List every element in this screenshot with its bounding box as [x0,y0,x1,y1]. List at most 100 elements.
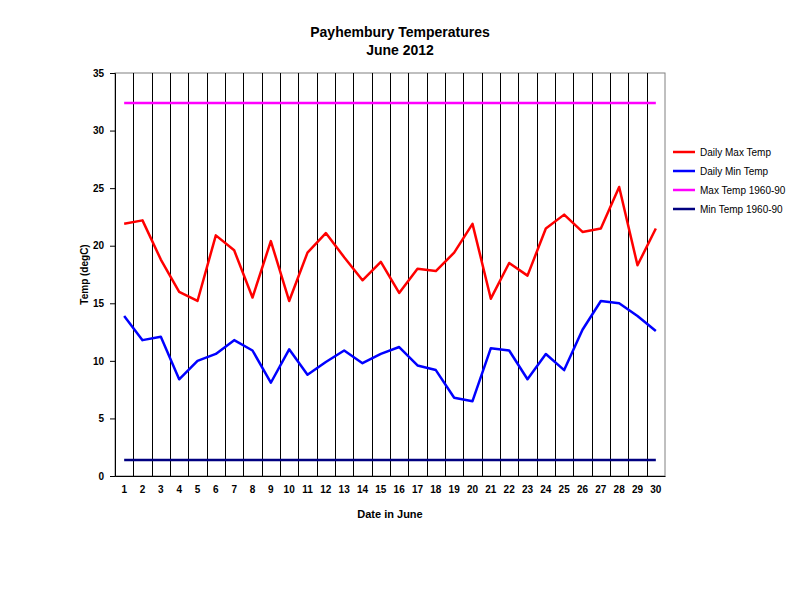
y-tick-mark [110,418,115,419]
y-tick-mark [110,361,115,362]
y-tick-label: 10 [93,356,105,367]
y-tick: 20 [93,240,115,251]
y-tick-label: 30 [93,125,105,136]
x-tick: 3 [158,476,164,495]
x-tick: 15 [375,476,387,495]
subtitle: June 2012 [366,42,434,58]
x-tick-label: 7 [231,484,237,495]
y-axis: 05101520253035 [93,68,116,482]
x-tick: 9 [268,476,274,495]
grid-line [463,73,464,476]
x-tick-label: 9 [268,484,274,495]
x-tick-label: 18 [430,484,442,495]
grid-line [500,73,501,476]
x-tick: 14 [357,476,369,495]
grid-line [317,73,318,476]
x-tick-label: 2 [140,484,146,495]
plot-frame [115,73,665,476]
x-tick-label: 4 [176,484,182,495]
x-tick: 7 [231,476,237,495]
grid-line [647,73,648,476]
legend-swatch [673,151,695,154]
series-line [124,187,656,301]
x-tick: 4 [176,476,182,495]
x-tick: 5 [195,476,201,495]
y-tick-mark [110,188,115,189]
grid-line [188,73,189,476]
y-tick: 10 [93,356,115,367]
x-tick-label: 1 [121,484,127,495]
grid-line [262,73,263,476]
series-line [124,102,656,105]
x-tick: 26 [577,476,589,495]
y-tick: 25 [93,183,115,194]
legend: Daily Max Temp Daily Min Temp Max Temp 196… [673,147,786,215]
grid-line [353,73,354,476]
grid-line [573,73,574,476]
x-tick-label: 14 [357,484,369,495]
x-tick: 28 [614,476,626,495]
x-tick: 6 [213,476,219,495]
x-tick-label: 17 [412,484,424,495]
x-tick-label: 13 [339,484,351,495]
legend-label: Daily Max Temp [700,147,771,158]
x-axis: 1234567891011121314151617181920212223242… [116,476,666,495]
x-axis-line [116,476,666,477]
legend-label: Min Temp 1960-90 [700,204,783,215]
x-tick-label: 3 [158,484,164,495]
grid-line [518,73,519,476]
x-tick: 27 [595,476,607,495]
grid-line [225,73,226,476]
x-tick-label: 6 [213,484,219,495]
grid [134,73,648,476]
x-tick-label: 12 [320,484,332,495]
grid-line [610,73,611,476]
y-tick-mark [110,73,115,74]
grid-line [537,73,538,476]
grid-line [628,73,629,476]
x-tick: 10 [284,476,296,495]
x-tick: 17 [412,476,424,495]
x-tick-label: 28 [614,484,626,495]
x-tick: 19 [449,476,461,495]
grid-line [445,73,446,476]
x-tick-label: 16 [394,484,406,495]
series-line [124,459,656,462]
y-tick-mark [110,131,115,132]
x-tick-label: 10 [284,484,296,495]
x-tick-label: 24 [540,484,552,495]
y-tick-label: 35 [93,68,105,79]
grid-line [408,73,409,476]
legend-swatch [673,189,695,192]
grid-line [335,73,336,476]
x-tick: 8 [250,476,256,495]
x-tick: 12 [320,476,332,495]
x-tick: 1 [121,476,127,495]
x-tick: 22 [504,476,516,495]
y-axis-line [110,74,116,477]
x-tick: 24 [540,476,552,495]
series-line [124,301,656,401]
legend-label: Daily Min Temp [700,166,769,177]
y-tick: 35 [93,68,115,79]
legend-swatch [673,170,695,173]
legend-swatch [673,208,695,211]
x-tick-label: 19 [449,484,461,495]
chart: 0510152025303512345678910111213141516171… [0,0,800,600]
x-tick-label: 23 [522,484,534,495]
legend-label: Max Temp 1960-90 [700,185,786,196]
x-tick: 11 [302,476,313,495]
x-tick: 30 [650,476,662,495]
x-tick-label: 20 [467,484,479,495]
grid-line [207,73,208,476]
y-tick-mark [110,246,115,247]
y-tick-label: 25 [93,183,105,194]
grid-line [390,73,391,476]
x-axis-title: Date in June [357,508,422,520]
x-tick-label: 30 [650,484,662,495]
x-tick-label: 29 [632,484,644,495]
x-tick: 23 [522,476,534,495]
x-tick: 29 [632,476,644,495]
x-tick: 2 [140,476,146,495]
grid-line [152,73,153,476]
